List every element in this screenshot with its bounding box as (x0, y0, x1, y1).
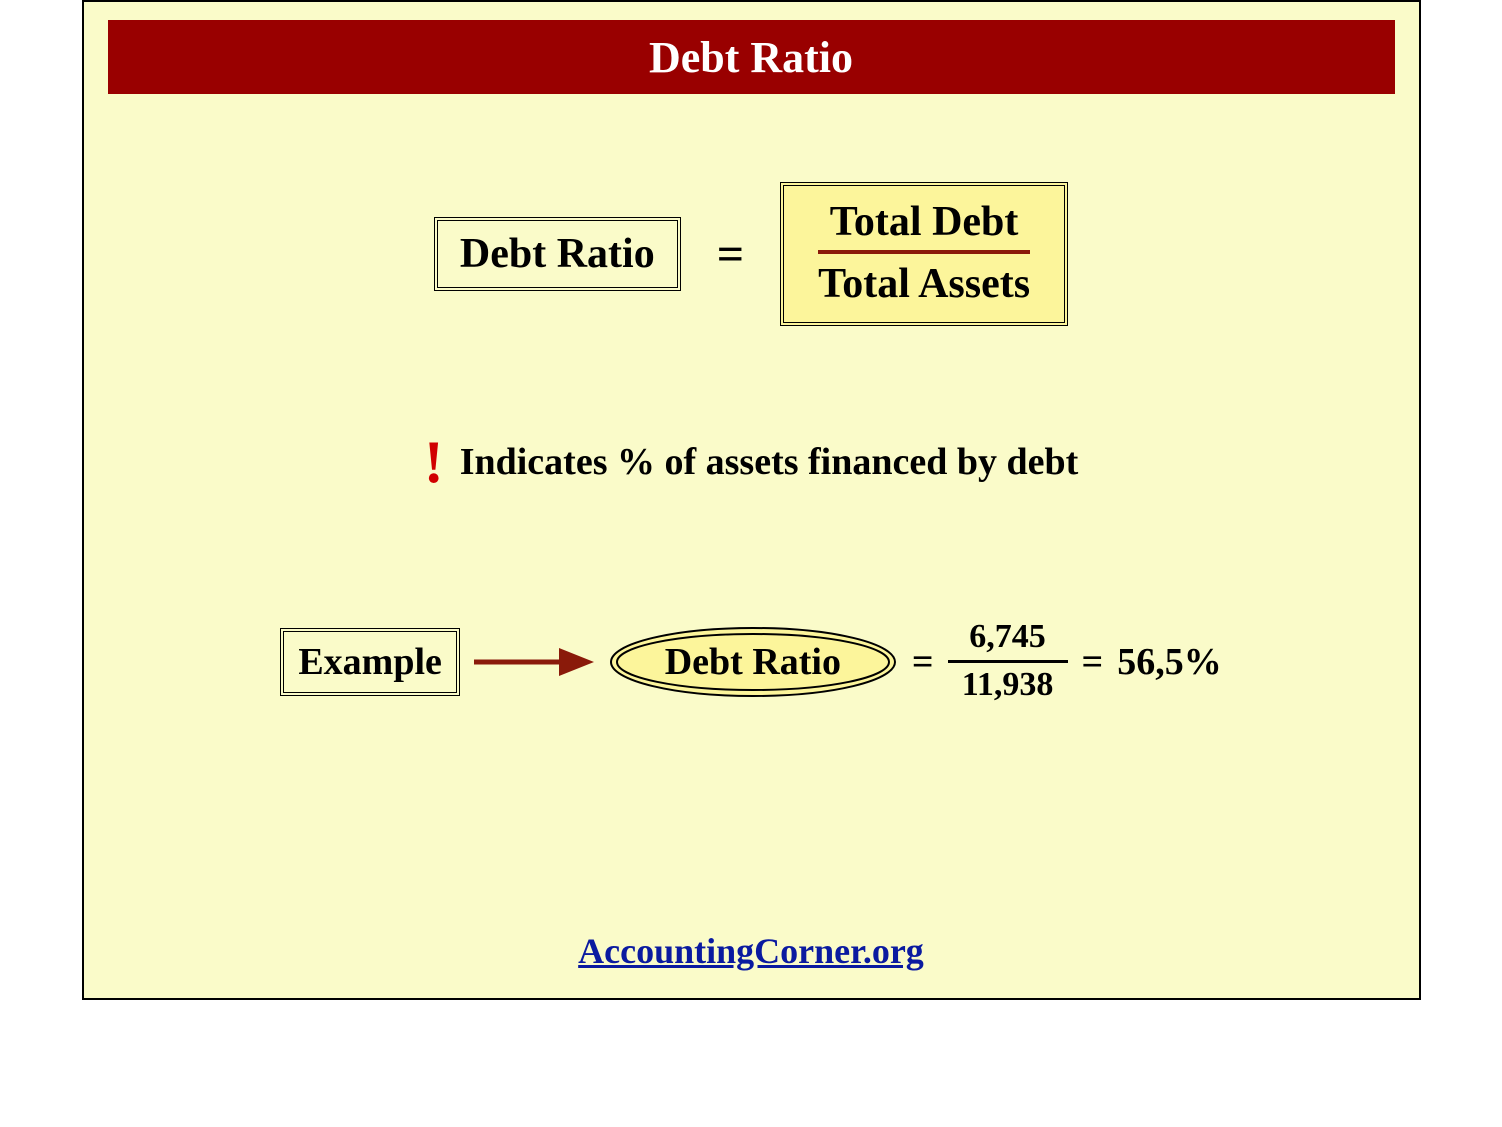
example-equals-1: = (912, 640, 934, 684)
formula-numerator: Total Debt (830, 198, 1019, 246)
slide-container: Debt Ratio Debt Ratio = Total Debt Total… (82, 0, 1421, 1000)
example-label-text: Example (298, 641, 442, 683)
example-equals-2: = (1082, 640, 1104, 684)
example-denominator: 11,938 (962, 665, 1054, 706)
title-text: Debt Ratio (649, 32, 853, 83)
example-numerator: 6,745 (969, 617, 1046, 658)
formula-fraction-box: Total Debt Total Assets (780, 182, 1068, 326)
example-fraction: 6,745 11,938 (948, 617, 1068, 706)
example-row: Example Debt Ratio = 6,745 11,938 = 56,5… (84, 617, 1419, 706)
formula-row: Debt Ratio = Total Debt Total Assets (84, 182, 1419, 326)
fraction-divider (818, 250, 1030, 254)
title-bar: Debt Ratio (108, 20, 1395, 94)
equals-sign: = (717, 227, 744, 282)
formula-denominator: Total Assets (818, 260, 1030, 308)
note-row: ! Indicates % of assets financed by debt (84, 432, 1419, 492)
example-result: 56,5% (1117, 640, 1222, 684)
footer-link-container: AccountingCorner.org (84, 930, 1419, 972)
exclamation-icon: ! (424, 432, 444, 492)
example-fraction-bar (948, 660, 1068, 664)
example-label-box: Example (280, 628, 460, 696)
footer-link[interactable]: AccountingCorner.org (578, 931, 924, 971)
example-ratio-ellipse: Debt Ratio (608, 625, 898, 699)
formula-lhs-text: Debt Ratio (460, 231, 655, 277)
example-ratio-label: Debt Ratio (665, 640, 841, 684)
arrow-icon (474, 642, 594, 682)
note-text: Indicates % of assets financed by debt (460, 440, 1079, 484)
formula-lhs-box: Debt Ratio (434, 217, 681, 291)
